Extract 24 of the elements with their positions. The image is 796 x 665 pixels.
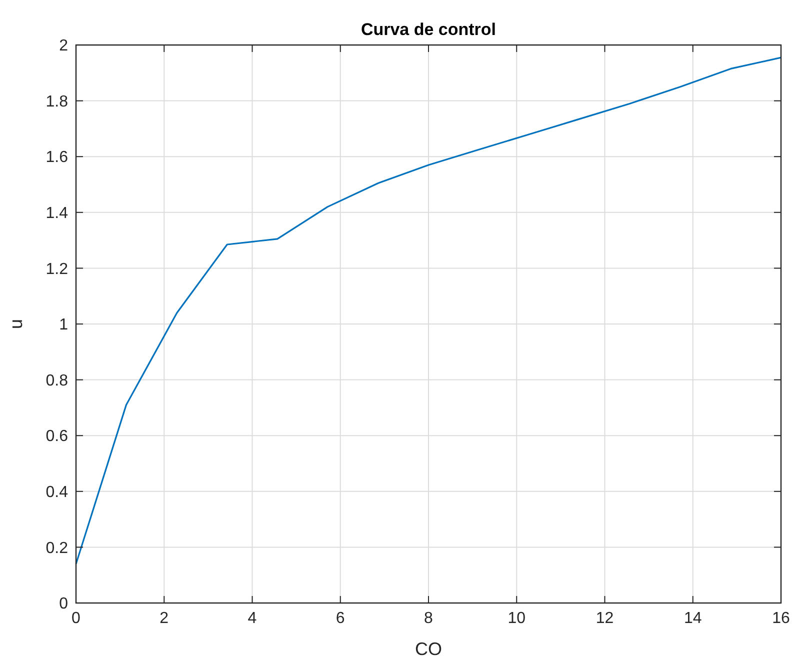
y-tick-label: 0.4 [46,484,68,501]
x-tick-label: 0 [72,610,81,627]
x-tick-label: 4 [248,610,257,627]
x-axis-title: CO [415,639,442,659]
y-tick-label: 1.4 [46,205,68,222]
chart-title: Curva de control [360,20,496,39]
x-tick-label: 14 [684,610,702,627]
y-tick-label: 0 [59,596,68,613]
y-tick-label: 2 [59,38,68,55]
x-tick-label: 8 [424,610,434,627]
x-tick-label: 12 [596,610,614,627]
y-tick-label: 0.6 [46,428,68,446]
y-tick-label: 1.8 [46,93,68,110]
x-tick-label: 2 [160,610,169,627]
x-tick-label: 6 [336,610,345,627]
y-tick-label: 1.6 [46,149,68,166]
y-axis-title: u [6,318,26,330]
y-tick-label: 0.8 [46,372,68,390]
y-tick-label: 0.2 [46,540,68,557]
y-tick-label: 1.2 [46,260,68,278]
line-series [75,56,782,565]
y-tick-label: 1 [59,316,68,334]
x-tick-label: 16 [772,610,790,627]
x-tick-label: 10 [508,610,526,627]
